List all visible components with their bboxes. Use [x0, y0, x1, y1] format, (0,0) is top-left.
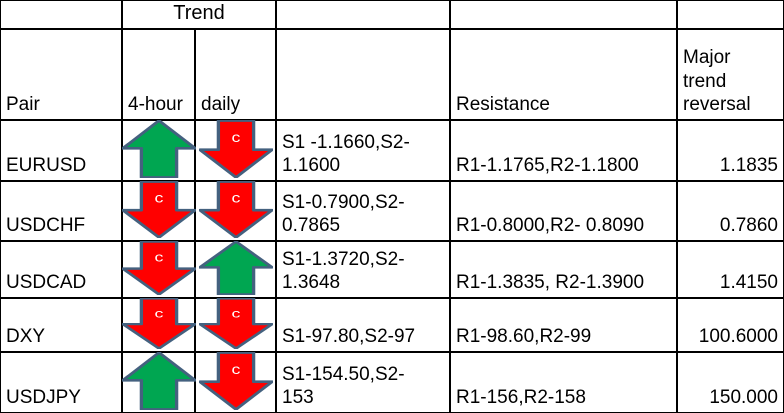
svg-text:c: c [231, 307, 240, 321]
svg-text:c: c [154, 251, 163, 265]
svg-text:c: c [154, 191, 163, 206]
svg-text:c: c [231, 131, 240, 146]
svg-text:c: c [231, 363, 240, 378]
svg-text:c: c [154, 307, 163, 321]
svg-text:c: c [231, 191, 240, 206]
